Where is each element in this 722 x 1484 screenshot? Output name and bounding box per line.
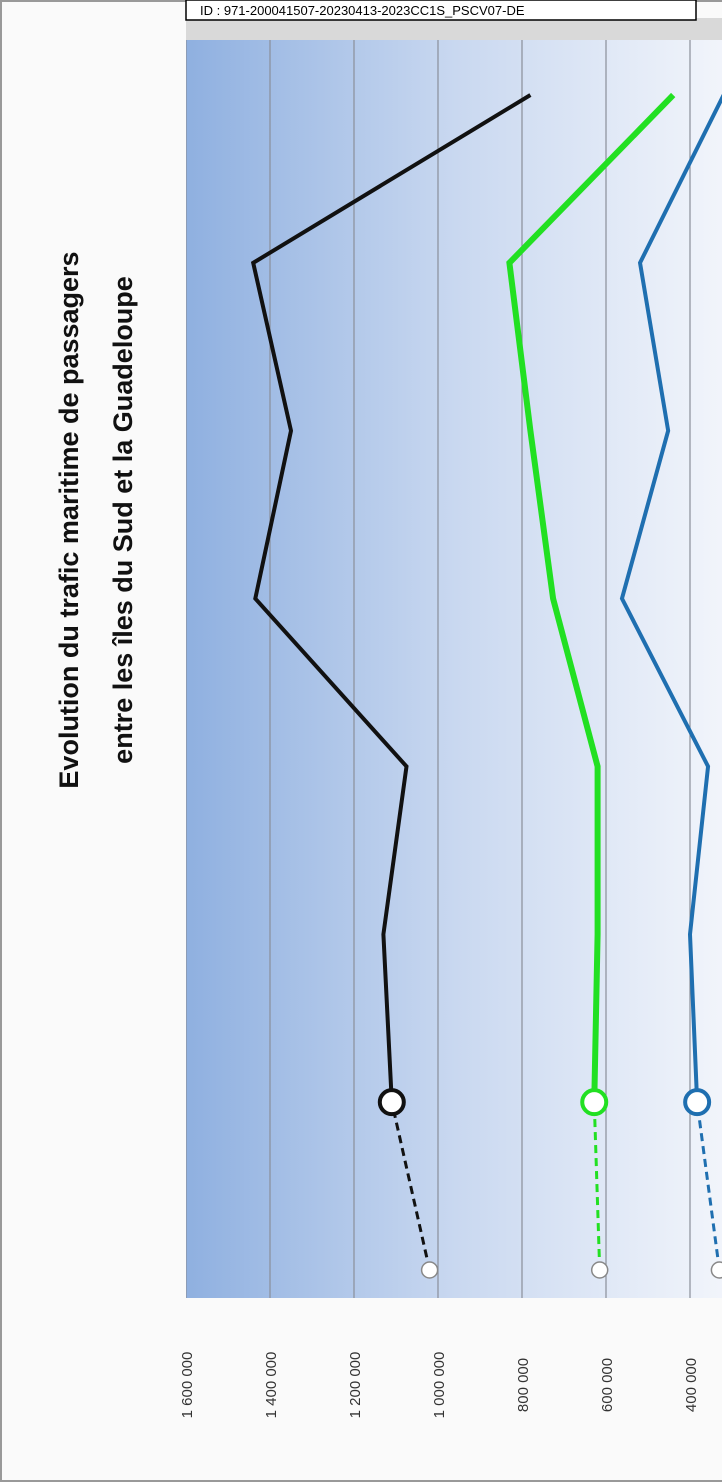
point xyxy=(590,1261,609,1279)
chart-title: Evolution du trafic maritime de passager… xyxy=(54,251,84,788)
point xyxy=(377,1088,406,1117)
point xyxy=(580,1088,609,1117)
point xyxy=(683,1088,712,1117)
y-tick-label: 1 600 000 xyxy=(179,1352,196,1419)
y-tick-label: 600 000 xyxy=(599,1358,616,1412)
y-tick-label: 400 000 xyxy=(683,1358,700,1412)
line-dashed xyxy=(592,1102,602,1271)
chart-subtitle: entre les îles du Sud et la Guadeloupe xyxy=(108,276,138,764)
top-band xyxy=(186,18,722,40)
line-dashed xyxy=(695,1101,721,1271)
line xyxy=(619,94,722,1103)
point xyxy=(710,1261,722,1279)
line xyxy=(250,93,532,1103)
point xyxy=(420,1261,439,1279)
line-dashed xyxy=(390,1101,432,1271)
line xyxy=(506,92,676,1103)
stamp-box xyxy=(185,0,697,21)
plot-area xyxy=(186,40,722,1298)
y-tick-label: 1 000 000 xyxy=(431,1352,448,1419)
y-tick-label: 1 200 000 xyxy=(347,1352,364,1419)
y-tick-label: 800 000 xyxy=(515,1358,532,1412)
stamp: ID : 971-200041507-20230413-2023CC1S_PSC… xyxy=(200,3,525,18)
plot xyxy=(186,40,722,1298)
y-tick-label: 1 400 000 xyxy=(263,1352,280,1419)
